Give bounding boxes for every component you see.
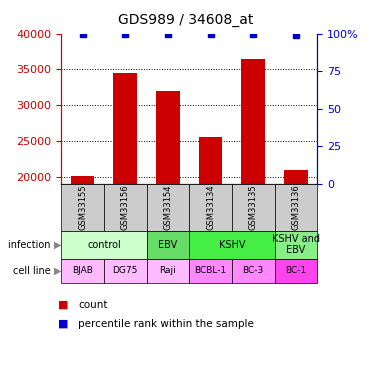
Text: GSM33135: GSM33135 — [249, 184, 258, 230]
Bar — [156, 91, 180, 184]
Text: cell line: cell line — [13, 266, 54, 276]
Text: BJAB: BJAB — [72, 266, 93, 275]
Point — [122, 31, 128, 37]
Text: KSHV: KSHV — [219, 240, 245, 250]
Text: ■: ■ — [58, 300, 72, 310]
Text: GDS989 / 34608_at: GDS989 / 34608_at — [118, 13, 253, 27]
Bar — [242, 59, 265, 184]
Text: DG75: DG75 — [112, 266, 138, 275]
Text: BC-1: BC-1 — [285, 266, 306, 275]
Bar — [284, 170, 308, 184]
Text: GSM33156: GSM33156 — [121, 184, 130, 230]
Text: ■: ■ — [58, 319, 72, 329]
Text: KSHV and
EBV: KSHV and EBV — [272, 234, 320, 255]
Text: GSM33155: GSM33155 — [78, 184, 87, 230]
Point — [79, 31, 85, 37]
Bar — [199, 137, 222, 184]
Text: ▶: ▶ — [54, 266, 61, 276]
Text: GSM33136: GSM33136 — [291, 184, 301, 230]
Point — [207, 31, 213, 37]
Text: count: count — [78, 300, 108, 310]
Text: GSM33154: GSM33154 — [163, 184, 173, 230]
Point — [293, 32, 299, 38]
Text: EBV: EBV — [158, 240, 177, 250]
Bar — [114, 73, 137, 184]
Bar — [71, 176, 94, 184]
Text: infection: infection — [8, 240, 54, 250]
Text: GSM33134: GSM33134 — [206, 184, 215, 230]
Text: Raji: Raji — [160, 266, 176, 275]
Point — [250, 31, 256, 37]
Point — [165, 31, 171, 37]
Text: ▶: ▶ — [54, 240, 61, 250]
Text: BCBL-1: BCBL-1 — [194, 266, 227, 275]
Text: BC-3: BC-3 — [243, 266, 264, 275]
Text: percentile rank within the sample: percentile rank within the sample — [78, 319, 254, 329]
Text: control: control — [87, 240, 121, 250]
